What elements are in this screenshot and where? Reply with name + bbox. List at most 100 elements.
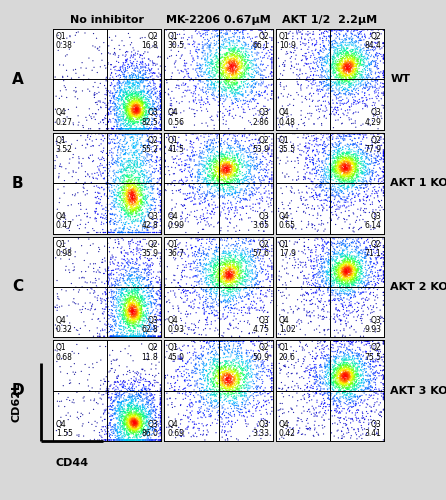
Point [145, 300, 152, 308]
Point [339, 143, 347, 151]
Point [224, 324, 231, 332]
Point [342, 262, 349, 270]
Point [268, 174, 276, 182]
Point [301, 36, 309, 44]
Point [372, 58, 379, 66]
Point [120, 310, 127, 318]
Point [345, 234, 352, 241]
Point [126, 96, 133, 104]
Point [325, 282, 332, 290]
Point [320, 66, 327, 74]
Point [122, 146, 129, 154]
Point [340, 377, 347, 385]
Point [116, 228, 123, 236]
Point [260, 165, 268, 173]
Point [285, 172, 292, 180]
Point [341, 273, 348, 281]
Point [250, 39, 257, 47]
Point [126, 414, 133, 422]
Point [306, 168, 314, 176]
Point [108, 189, 115, 197]
Point [238, 234, 245, 241]
Point [121, 82, 128, 90]
Point [115, 144, 122, 152]
Point [284, 423, 291, 431]
Point [340, 364, 347, 372]
Point [322, 268, 330, 276]
Point [106, 276, 113, 284]
Point [260, 261, 267, 269]
Point [344, 362, 351, 370]
Point [133, 268, 140, 276]
Point [351, 54, 358, 62]
Point [117, 405, 124, 413]
Point [350, 58, 357, 66]
Point [359, 234, 367, 241]
Point [293, 238, 301, 246]
Point [140, 412, 147, 420]
Point [341, 370, 348, 378]
Point [252, 162, 259, 170]
Point [346, 132, 353, 140]
Point [141, 332, 148, 340]
Point [223, 250, 230, 258]
Point [141, 412, 148, 420]
Point [72, 144, 79, 152]
Point [343, 258, 351, 266]
Point [110, 430, 117, 438]
Point [370, 58, 377, 66]
Point [147, 424, 154, 432]
Point [341, 352, 348, 360]
Point [221, 342, 228, 350]
Point [231, 172, 238, 179]
Point [221, 180, 228, 188]
Point [217, 284, 224, 292]
Point [303, 182, 310, 190]
Point [243, 362, 250, 370]
Point [120, 88, 127, 96]
Point [368, 60, 375, 68]
Point [346, 264, 353, 272]
Point [172, 434, 179, 442]
Point [223, 346, 231, 354]
Point [263, 64, 270, 72]
Point [347, 277, 354, 285]
Point [367, 46, 374, 54]
Point [331, 69, 338, 77]
Point [140, 88, 148, 96]
Point [136, 302, 144, 310]
Point [322, 68, 330, 76]
Point [125, 92, 132, 100]
Point [143, 314, 150, 322]
Point [380, 192, 387, 200]
Point [183, 196, 190, 203]
Point [320, 54, 327, 62]
Point [140, 301, 147, 309]
Point [342, 368, 349, 376]
Point [343, 369, 350, 377]
Point [213, 379, 220, 387]
Point [131, 65, 138, 73]
Point [194, 52, 201, 60]
Point [131, 102, 138, 110]
Point [333, 95, 340, 103]
Point [369, 234, 376, 242]
Point [122, 312, 129, 320]
Point [334, 266, 342, 274]
Point [217, 140, 224, 147]
Point [121, 183, 128, 191]
Point [341, 60, 348, 68]
Point [347, 84, 355, 92]
Point [133, 114, 140, 122]
Point [117, 121, 124, 129]
Point [350, 69, 357, 77]
Point [380, 255, 387, 263]
Point [119, 412, 126, 420]
Point [211, 181, 218, 189]
Point [231, 281, 238, 289]
Point [196, 366, 203, 374]
Point [357, 46, 364, 54]
Point [343, 272, 351, 280]
Point [130, 422, 137, 430]
Point [110, 50, 117, 58]
